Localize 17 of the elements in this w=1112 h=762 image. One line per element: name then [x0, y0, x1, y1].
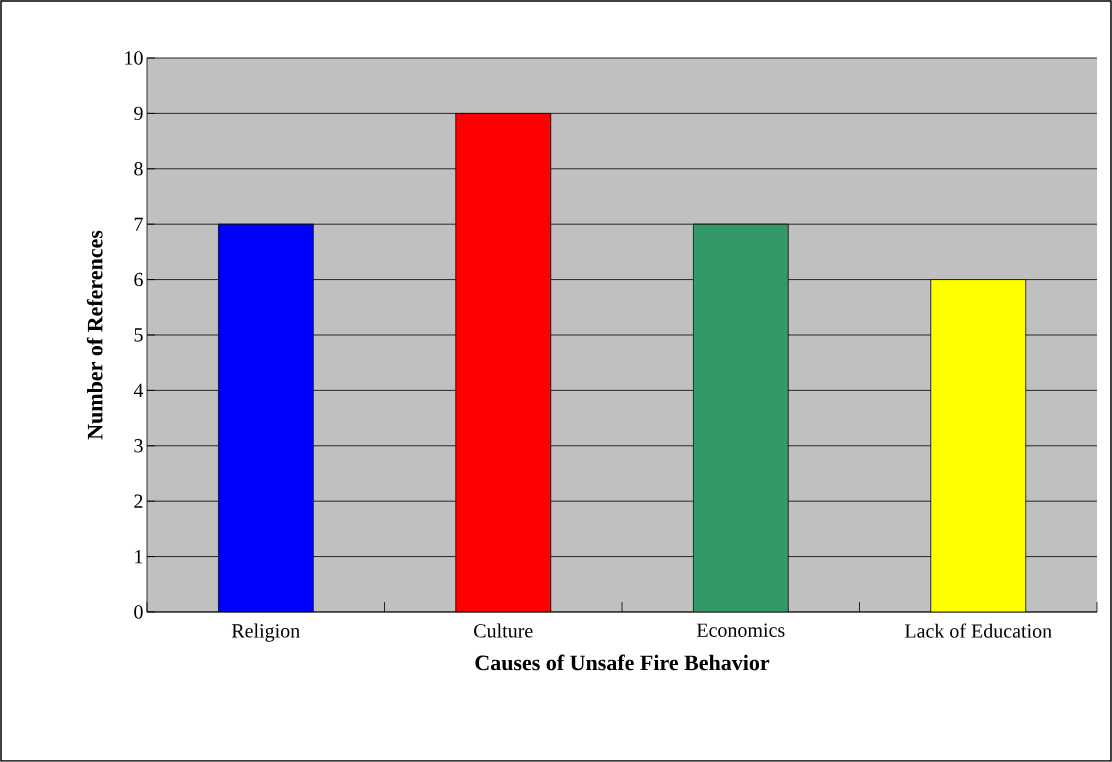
- y-tick-label: 6: [134, 272, 143, 287]
- x-tick-label: Culture: [474, 623, 533, 638]
- y-tick-label: 8: [134, 162, 143, 176]
- y-tick-label: 0: [134, 605, 143, 619]
- y-tick-label: 3: [134, 439, 143, 453]
- x-tick-label: Religion: [231, 623, 300, 642]
- y-axis-title: Number of References: [86, 230, 103, 440]
- y-tick-label: 5: [134, 328, 143, 342]
- x-tick-label: Lack of Education: [904, 623, 1052, 638]
- y-tick-label: 9: [134, 106, 143, 121]
- y-tick-label: 1: [135, 549, 143, 564]
- y-tick-label: 2: [134, 494, 143, 508]
- y-tick-label: 4: [133, 383, 144, 397]
- y-tick-label: 7: [134, 217, 143, 231]
- y-tick-label: 10: [125, 51, 143, 65]
- x-tick-label: Economics: [696, 623, 785, 637]
- x-axis-title: Causes of Unsafe Fire Behavior: [475, 654, 770, 671]
